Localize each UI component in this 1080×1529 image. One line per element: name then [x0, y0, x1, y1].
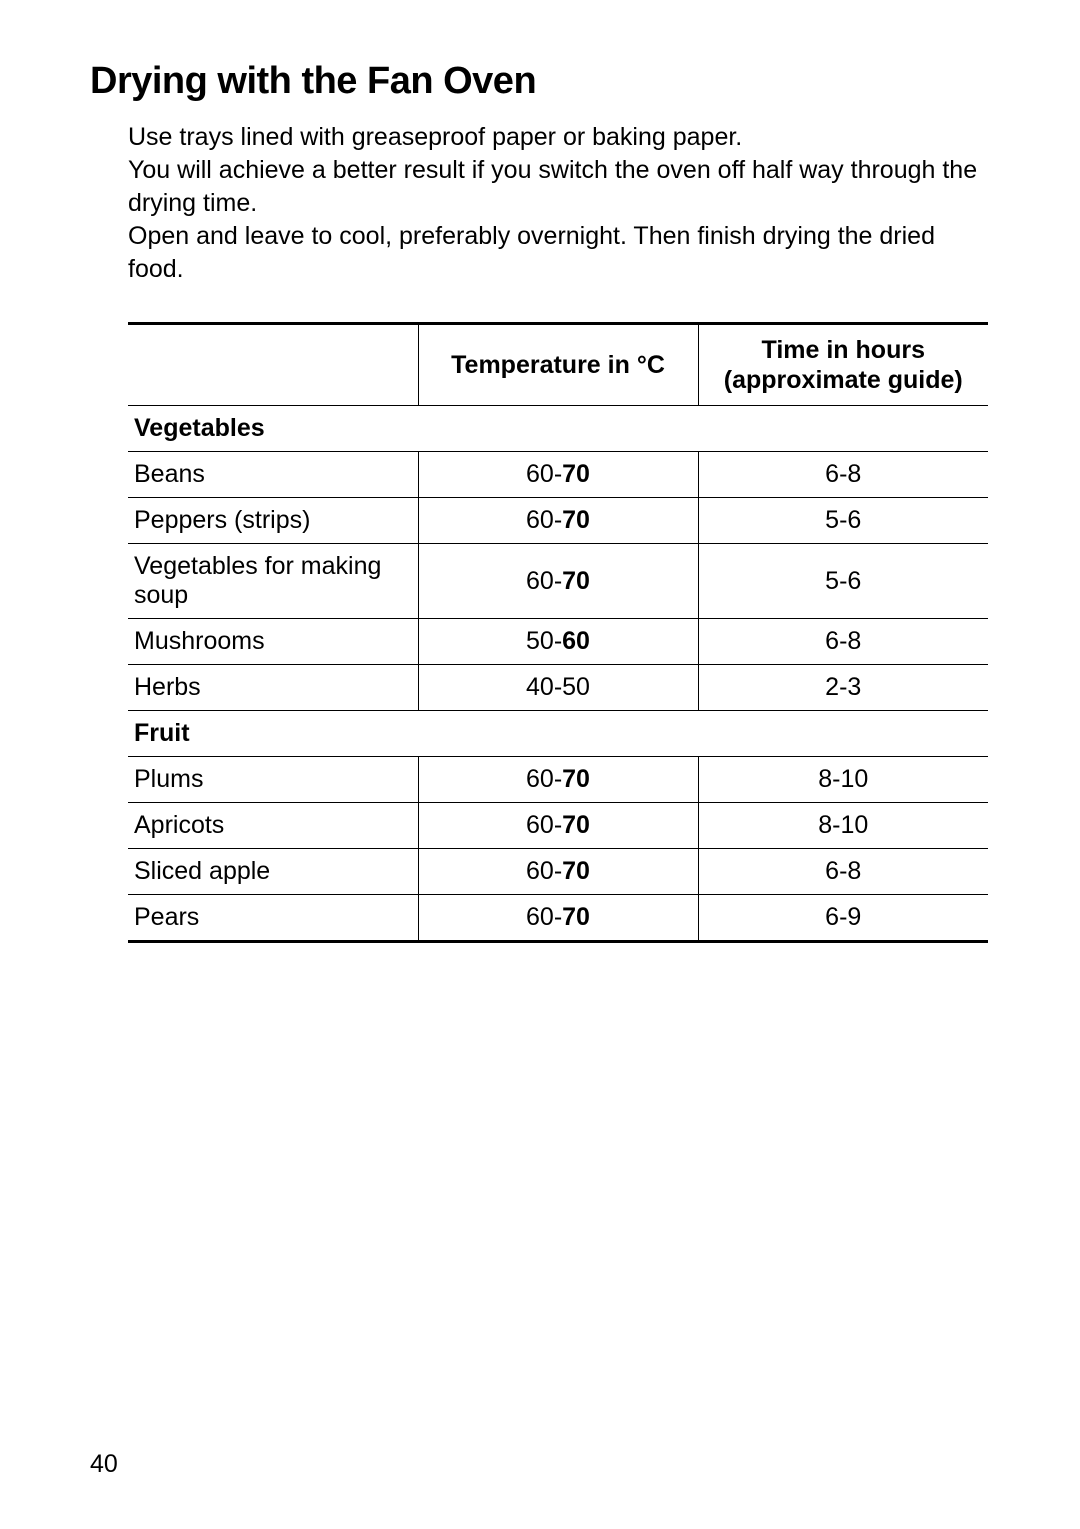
- time-cell: 6-8: [698, 452, 988, 498]
- food-cell: Pears: [128, 895, 418, 942]
- intro-line: Open and leave to cool, preferably overn…: [128, 220, 990, 286]
- temp-cell: 50-60: [418, 619, 698, 665]
- time-cell: 8-10: [698, 757, 988, 803]
- table-row: Beans 60-70 6-8: [128, 452, 988, 498]
- time-cell: 2-3: [698, 665, 988, 711]
- temp-low: 50-: [526, 627, 562, 655]
- temp-low: 60-: [526, 506, 562, 534]
- temp-cell: 60-70: [418, 803, 698, 849]
- temp-cell: 40-50: [418, 665, 698, 711]
- section-row-vegetables: Vegetables: [128, 406, 988, 452]
- temp-high: 70: [562, 903, 590, 931]
- time-cell: 5-6: [698, 544, 988, 619]
- time-cell: 6-8: [698, 849, 988, 895]
- temp-low: 60-: [526, 567, 562, 595]
- temp-high: 70: [562, 857, 590, 885]
- drying-table: Temperature in °C Time in hours (approxi…: [128, 322, 988, 943]
- time-cell: 5-6: [698, 498, 988, 544]
- temp-low: 60-: [526, 857, 562, 885]
- col-temp-header: Temperature in °C: [418, 324, 698, 406]
- temp-low: 60-: [526, 811, 562, 839]
- temp-low: 60-: [526, 460, 562, 488]
- intro-line: Use trays lined with greaseproof paper o…: [128, 121, 990, 154]
- temp-cell: 60-70: [418, 498, 698, 544]
- page-title: Drying with the Fan Oven: [90, 60, 990, 103]
- temp-cell: 60-70: [418, 895, 698, 942]
- time-cell: 8-10: [698, 803, 988, 849]
- col-time-header: Time in hours (approximate guide): [698, 324, 988, 406]
- table-row: Herbs 40-50 2-3: [128, 665, 988, 711]
- temp-low: 60-: [526, 765, 562, 793]
- temp-high: 70: [562, 811, 590, 839]
- time-cell: 6-9: [698, 895, 988, 942]
- temp-cell: 60-70: [418, 757, 698, 803]
- section-label: Fruit: [128, 711, 988, 757]
- table-header-row: Temperature in °C Time in hours (approxi…: [128, 324, 988, 406]
- section-row-fruit: Fruit: [128, 711, 988, 757]
- table-row: Sliced apple 60-70 6-8: [128, 849, 988, 895]
- table-row: Vegetables for making soup 60-70 5-6: [128, 544, 988, 619]
- food-cell: Sliced apple: [128, 849, 418, 895]
- food-cell: Beans: [128, 452, 418, 498]
- temp-high: 60: [562, 627, 590, 655]
- food-cell: Herbs: [128, 665, 418, 711]
- food-cell: Peppers (strips): [128, 498, 418, 544]
- temp-high: 70: [562, 506, 590, 534]
- temp-high: 70: [562, 567, 590, 595]
- temp-high: 70: [562, 765, 590, 793]
- time-cell: 6-8: [698, 619, 988, 665]
- temp-high: 70: [562, 460, 590, 488]
- intro-line: You will achieve a better result if you …: [128, 154, 990, 220]
- time-header-line1: Time in hours: [762, 336, 925, 364]
- section-label: Vegetables: [128, 406, 988, 452]
- table-row: Apricots 60-70 8-10: [128, 803, 988, 849]
- temp-low: 40-50: [526, 673, 590, 701]
- table-row: Peppers (strips) 60-70 5-6: [128, 498, 988, 544]
- temp-cell: 60-70: [418, 849, 698, 895]
- food-cell: Mushrooms: [128, 619, 418, 665]
- temp-cell: 60-70: [418, 544, 698, 619]
- page-number: 40: [90, 1450, 118, 1479]
- table-row: Plums 60-70 8-10: [128, 757, 988, 803]
- table-row: Pears 60-70 6-9: [128, 895, 988, 942]
- time-header-line2: (approximate guide): [724, 366, 963, 394]
- col-food-header: [128, 324, 418, 406]
- food-cell: Apricots: [128, 803, 418, 849]
- table-body: Vegetables Beans 60-70 6-8 Peppers (stri…: [128, 406, 988, 942]
- temp-cell: 60-70: [418, 452, 698, 498]
- food-cell: Plums: [128, 757, 418, 803]
- intro-paragraph: Use trays lined with greaseproof paper o…: [128, 121, 990, 286]
- temp-low: 60-: [526, 903, 562, 931]
- food-cell: Vegetables for making soup: [128, 544, 418, 619]
- table-row: Mushrooms 50-60 6-8: [128, 619, 988, 665]
